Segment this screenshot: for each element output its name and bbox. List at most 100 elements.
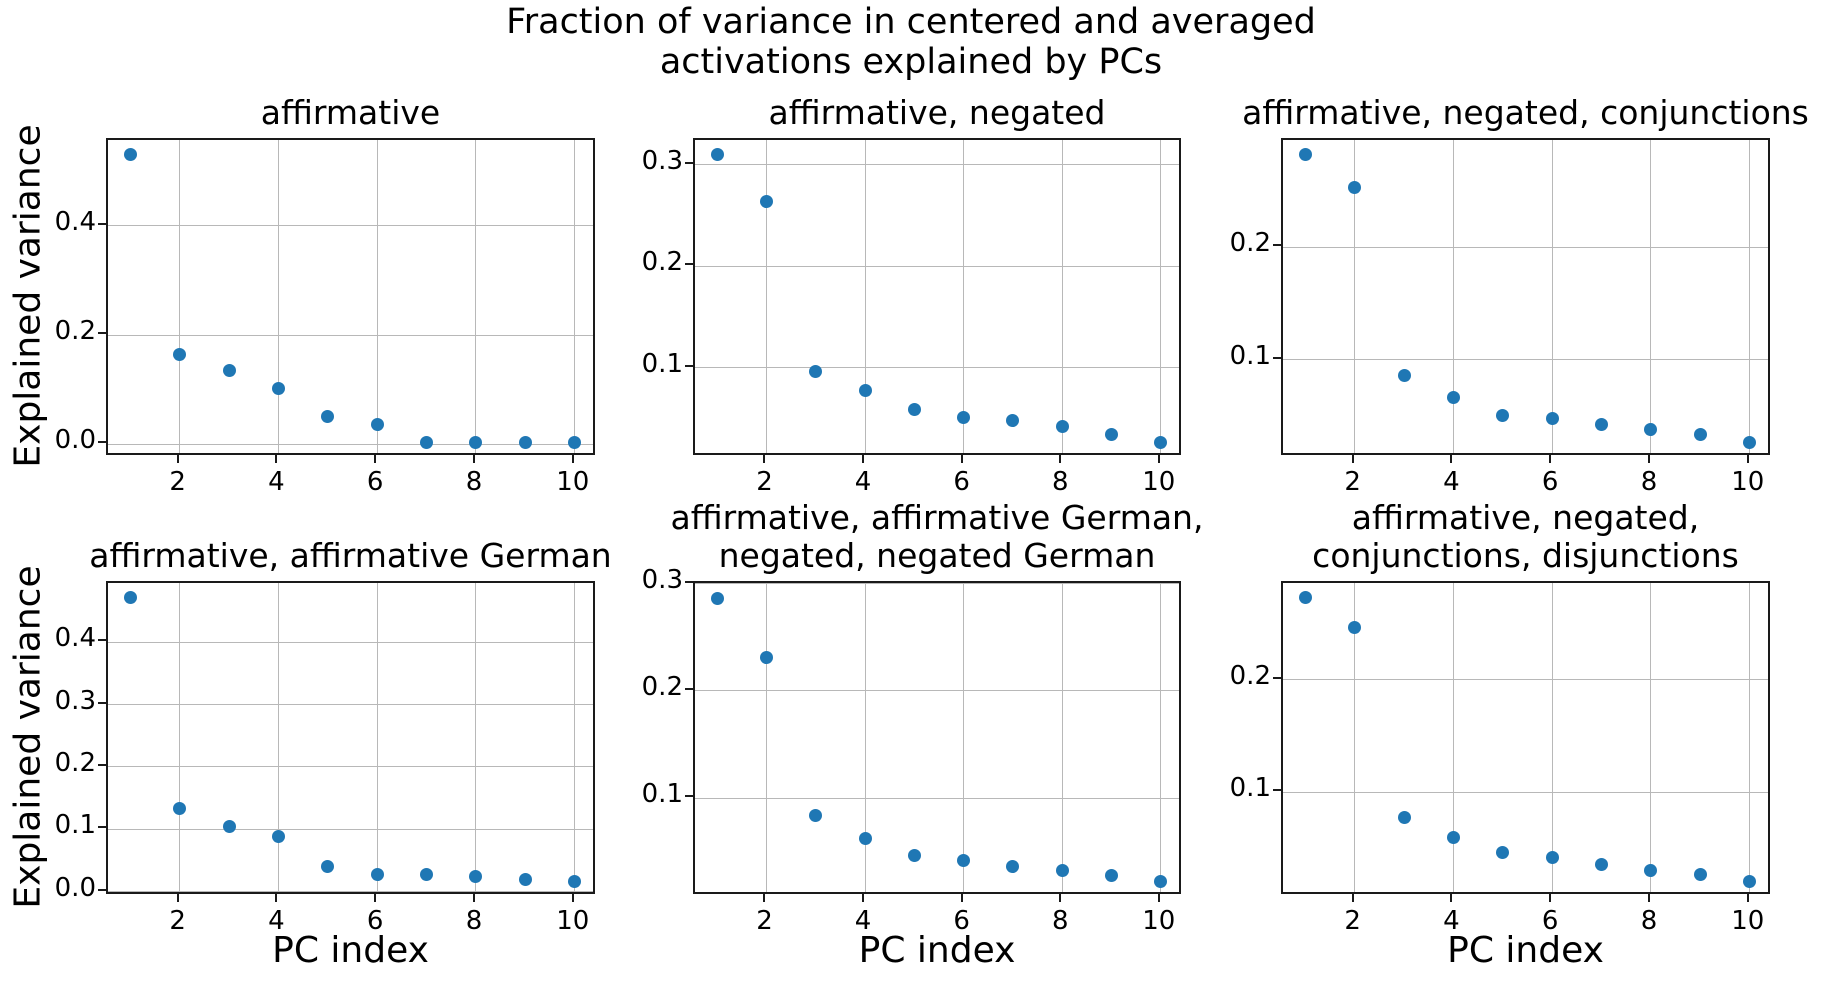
x-tick-mark bbox=[1351, 455, 1354, 463]
grid-line-horizontal bbox=[695, 583, 1179, 585]
grid-line-vertical bbox=[376, 583, 378, 892]
grid-line-vertical bbox=[376, 140, 378, 453]
data-point bbox=[568, 436, 582, 450]
x-tick-label: 6 bbox=[953, 906, 970, 936]
subplot-title-line: affirmative, affirmative German, bbox=[670, 498, 1204, 537]
y-tick-label: 0.1 bbox=[1229, 773, 1271, 804]
grid-line-vertical bbox=[1160, 140, 1162, 453]
y-tick-label: 0.2 bbox=[1229, 660, 1271, 691]
grid-line-vertical bbox=[1749, 583, 1751, 892]
data-point bbox=[222, 364, 236, 378]
y-tick-mark bbox=[685, 161, 693, 164]
x-tick-mark bbox=[1450, 894, 1453, 902]
x-tick-label: 10 bbox=[556, 467, 590, 497]
x-tick-label: 6 bbox=[953, 467, 970, 497]
y-tick-label: 0.3 bbox=[54, 685, 96, 716]
grid-line-horizontal bbox=[1283, 359, 1768, 361]
data-point bbox=[1496, 845, 1510, 859]
grid-line-vertical bbox=[1160, 583, 1162, 892]
subplot-2-title: affirmative, negated bbox=[437, 94, 1437, 132]
grid-line-vertical bbox=[1061, 140, 1063, 453]
data-point bbox=[271, 830, 285, 844]
y-tick-label: 0.2 bbox=[641, 671, 683, 702]
x-axis-label: PC index bbox=[272, 930, 429, 971]
grid-line-vertical bbox=[1452, 140, 1454, 453]
y-tick-label: 0.2 bbox=[1229, 228, 1271, 259]
data-point bbox=[1154, 875, 1168, 889]
y-tick-mark bbox=[1273, 356, 1281, 359]
x-tick-mark bbox=[1450, 455, 1453, 463]
x-tick-label: 10 bbox=[1731, 467, 1765, 497]
subplot-3-title: affirmative, negated, conjunctions bbox=[1026, 94, 1843, 132]
y-tick-label: 0.0 bbox=[54, 872, 96, 903]
x-tick-mark bbox=[862, 894, 865, 902]
subplot-4-axes bbox=[106, 581, 595, 894]
y-tick-label: 0.4 bbox=[54, 623, 96, 654]
data-point bbox=[809, 365, 823, 379]
grid-line-vertical bbox=[1354, 140, 1356, 453]
grid-line-vertical bbox=[179, 583, 181, 892]
data-point bbox=[1446, 830, 1460, 844]
y-tick-mark bbox=[98, 332, 106, 335]
subplot-3-axes bbox=[1281, 138, 1770, 455]
x-tick-label: 2 bbox=[1344, 906, 1361, 936]
data-point bbox=[420, 436, 434, 450]
y-tick-label: 0.1 bbox=[641, 348, 683, 379]
data-point bbox=[518, 436, 532, 450]
data-point bbox=[271, 382, 285, 396]
grid-line-horizontal bbox=[695, 164, 1179, 166]
grid-line-vertical bbox=[1061, 583, 1063, 892]
x-tick-label: 8 bbox=[1640, 906, 1658, 936]
x-tick-label: 4 bbox=[854, 467, 872, 497]
x-tick-mark bbox=[1157, 894, 1160, 902]
grid-line-vertical bbox=[277, 583, 279, 892]
grid-line-vertical bbox=[864, 140, 866, 453]
y-tick-label: 0.1 bbox=[641, 779, 683, 810]
data-point bbox=[123, 147, 137, 161]
y-tick-mark bbox=[98, 222, 106, 225]
data-point bbox=[1298, 590, 1312, 604]
y-tick-mark bbox=[98, 441, 106, 444]
grid-line-vertical bbox=[963, 140, 965, 453]
grid-line-horizontal bbox=[695, 797, 1179, 799]
x-tick-label: 2 bbox=[756, 906, 773, 936]
grid-line-horizontal bbox=[695, 690, 1179, 692]
x-tick-label: 4 bbox=[1443, 467, 1460, 497]
grid-line-horizontal bbox=[108, 704, 593, 706]
x-tick-mark bbox=[275, 455, 278, 463]
x-axis-label: PC index bbox=[1447, 930, 1604, 971]
data-point bbox=[1743, 435, 1757, 449]
data-point bbox=[1545, 412, 1559, 426]
grid-line-horizontal bbox=[108, 443, 593, 445]
x-tick-label: 10 bbox=[1142, 467, 1176, 497]
figure-title: Fraction of variance in centered and ave… bbox=[506, 2, 1316, 82]
data-point bbox=[1446, 390, 1460, 404]
figure-title-line2: activations explained by PCs bbox=[659, 42, 1163, 82]
x-axis-label: PC index bbox=[858, 930, 1016, 971]
subplot-5-title: affirmative, affirmative German, negated,… bbox=[437, 499, 1437, 575]
y-tick-mark bbox=[1273, 676, 1281, 679]
data-point bbox=[809, 808, 823, 822]
grid-line-vertical bbox=[1551, 140, 1553, 453]
x-tick-mark bbox=[472, 455, 475, 463]
grid-line-horizontal bbox=[695, 367, 1179, 368]
y-tick-mark bbox=[685, 580, 693, 583]
data-point bbox=[1644, 423, 1658, 437]
grid-line-horizontal bbox=[1283, 246, 1768, 248]
y-tick-label: 0.3 bbox=[641, 145, 683, 176]
y-axis-label-row1: Explained variance bbox=[7, 124, 49, 468]
x-tick-mark bbox=[763, 894, 766, 902]
data-point bbox=[173, 348, 187, 362]
grid-line-horizontal bbox=[1283, 791, 1768, 793]
data-point bbox=[1348, 621, 1362, 635]
x-tick-mark bbox=[862, 455, 865, 463]
data-point bbox=[1105, 868, 1119, 882]
data-point bbox=[907, 402, 921, 416]
x-tick-mark bbox=[374, 455, 377, 463]
data-point bbox=[469, 869, 483, 883]
data-point bbox=[957, 853, 971, 867]
x-tick-label: 10 bbox=[556, 906, 590, 936]
data-point bbox=[957, 410, 971, 424]
grid-line-vertical bbox=[574, 583, 576, 892]
x-tick-label: 4 bbox=[268, 467, 285, 497]
